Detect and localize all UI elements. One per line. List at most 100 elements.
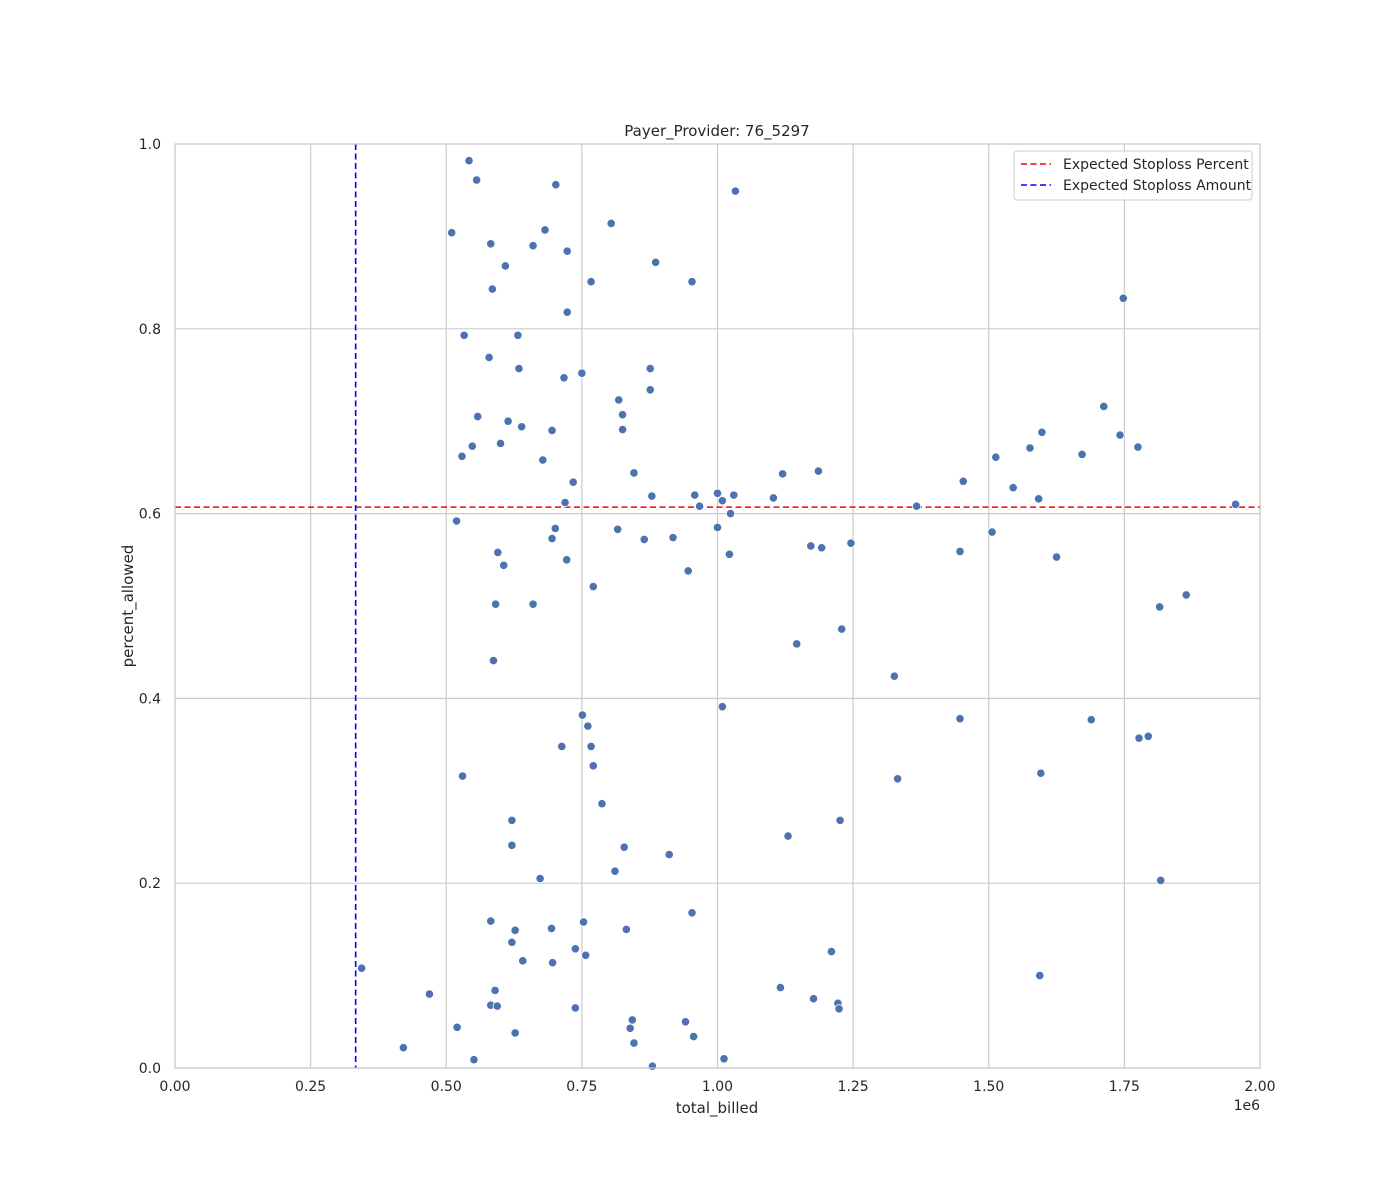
data-point xyxy=(507,840,517,850)
data-point xyxy=(472,175,482,185)
data-point xyxy=(717,702,727,712)
data-point xyxy=(1143,731,1153,741)
data-point xyxy=(562,307,572,317)
data-point xyxy=(550,523,560,533)
data-point xyxy=(621,924,631,935)
data-point xyxy=(535,873,545,884)
data-point xyxy=(1230,499,1241,509)
data-point xyxy=(547,533,557,544)
x-tick-label: 0.25 xyxy=(295,1079,326,1095)
data-point xyxy=(586,277,596,287)
data-point xyxy=(557,741,567,752)
data-point xyxy=(583,721,593,731)
data-point xyxy=(813,466,824,476)
data-point xyxy=(559,373,569,383)
data-point xyxy=(835,815,845,825)
data-point xyxy=(955,546,965,557)
data-point xyxy=(889,671,899,681)
data-point xyxy=(547,958,558,968)
data-point xyxy=(546,923,557,934)
data-point xyxy=(513,330,523,340)
plot-frame xyxy=(174,143,1261,1069)
data-point xyxy=(645,363,655,374)
data-point xyxy=(987,527,997,537)
data-point xyxy=(464,156,474,166)
x-axis-offset-label: 1e6 xyxy=(1234,1098,1261,1114)
data-point xyxy=(486,916,496,926)
data-point xyxy=(491,599,501,609)
data-point xyxy=(893,774,903,784)
data-point xyxy=(712,488,723,498)
x-tick-label: 0.75 xyxy=(566,1079,597,1095)
data-point xyxy=(451,516,462,526)
data-point xyxy=(627,1015,637,1025)
data-point xyxy=(645,385,655,395)
data-point xyxy=(683,566,693,576)
data-point xyxy=(487,284,497,294)
data-point xyxy=(447,228,457,238)
data-point xyxy=(588,581,598,592)
data-point xyxy=(1133,442,1143,452)
data-point xyxy=(724,549,735,559)
data-point xyxy=(647,491,657,501)
data-point xyxy=(777,469,788,479)
data-point xyxy=(1008,483,1018,493)
data-point xyxy=(1115,430,1125,440)
legend-box xyxy=(1013,150,1253,201)
data-point xyxy=(651,257,661,267)
data-point xyxy=(551,180,561,190)
y-tick-labels: 0.0 0.2 0.4 0.6 0.8 1.0 xyxy=(139,137,161,1077)
data-point xyxy=(484,352,494,363)
data-point xyxy=(614,395,624,405)
data-point xyxy=(469,1055,479,1065)
data-point xyxy=(510,1028,520,1038)
data-point xyxy=(817,543,827,553)
data-point xyxy=(775,983,786,993)
data-point xyxy=(467,441,477,451)
data-point xyxy=(570,944,580,954)
data-point xyxy=(1099,401,1109,412)
y-tick-label: 0.0 xyxy=(139,1061,161,1077)
data-point xyxy=(1035,970,1045,981)
data-point xyxy=(958,476,968,486)
grid-layer xyxy=(174,143,1261,1069)
data-point xyxy=(492,1001,502,1011)
data-point xyxy=(668,533,678,543)
data-point xyxy=(507,937,517,947)
data-point xyxy=(514,363,524,374)
data-point xyxy=(911,501,922,511)
data-point xyxy=(517,422,527,432)
data-point xyxy=(694,501,705,511)
data-point xyxy=(540,225,550,235)
data-point xyxy=(664,849,674,860)
data-point xyxy=(581,950,591,960)
data-point xyxy=(680,1017,691,1027)
data-point xyxy=(730,186,741,196)
data-point xyxy=(1118,293,1128,303)
legend-label-stoploss-amount: Expected Stoploss Amount xyxy=(1063,178,1252,194)
reference-lines xyxy=(175,144,1260,1068)
x-tick-label: 1.25 xyxy=(838,1079,869,1095)
data-point xyxy=(808,994,819,1004)
data-point xyxy=(837,624,847,634)
data-point xyxy=(687,277,697,287)
x-tick-label: 1.75 xyxy=(1109,1079,1140,1095)
data-point xyxy=(610,866,620,876)
chart-title: Payer_Provider: 76_5297 xyxy=(624,122,809,141)
data-point xyxy=(629,1038,639,1048)
data-point xyxy=(560,497,570,508)
data-point xyxy=(625,1023,635,1033)
x-tick-label: 1.50 xyxy=(973,1079,1004,1095)
data-point xyxy=(473,411,483,422)
data-point xyxy=(528,599,538,609)
data-point xyxy=(452,1022,462,1032)
data-point xyxy=(834,1004,844,1014)
data-point xyxy=(510,925,520,935)
data-point xyxy=(586,741,596,752)
data-point xyxy=(577,368,587,378)
data-point xyxy=(1086,715,1096,725)
data-point xyxy=(1155,602,1165,612)
x-axis-label: total_billed xyxy=(676,1099,759,1118)
data-point xyxy=(792,639,802,649)
